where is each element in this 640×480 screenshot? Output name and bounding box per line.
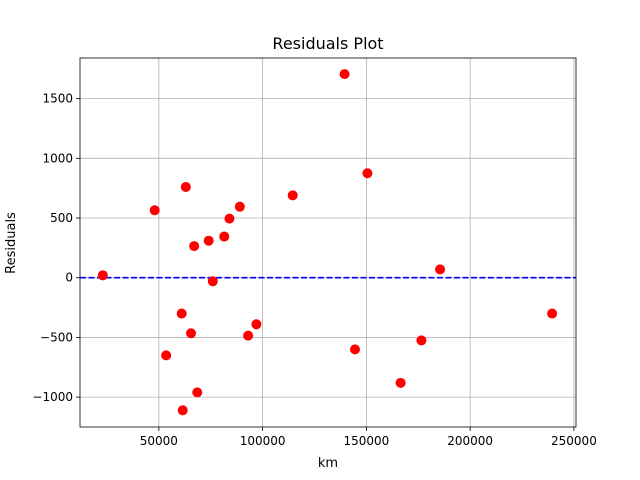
scatter-point [161, 350, 172, 361]
scatter-point [362, 168, 373, 179]
x-tick-label: 150000 [343, 434, 389, 448]
scatter-point [224, 213, 235, 224]
scatter-point [395, 377, 406, 388]
x-tick-label: 250000 [551, 434, 597, 448]
scatter-point [186, 328, 197, 339]
points-layer [97, 69, 558, 416]
scatter-point [547, 308, 558, 319]
y-tick-label: 0 [65, 271, 73, 285]
scatter-point [176, 308, 187, 319]
scatter-point [207, 276, 218, 287]
y-tick-label: 500 [50, 211, 73, 225]
scatter-point [177, 405, 188, 416]
scatter-point [287, 190, 298, 201]
x-axis-ticks: 50000 100000 150000 200000 250000 [140, 427, 597, 448]
scatter-point [243, 330, 254, 341]
scatter-point [349, 344, 360, 355]
x-tick-label: 200000 [447, 434, 493, 448]
plot-frame [79, 57, 577, 428]
x-axis-label: km [318, 456, 338, 471]
x-tick-label: 50000 [140, 434, 178, 448]
scatter-point [180, 181, 191, 192]
grid [80, 58, 576, 427]
scatter-point [251, 319, 262, 330]
y-tick-label: 1000 [42, 151, 73, 165]
chart-title: Residuals Plot [272, 34, 383, 53]
x-tick-label: 100000 [240, 434, 286, 448]
y-tick-label: 1500 [42, 92, 73, 106]
y-tick-label: −500 [40, 330, 73, 344]
scatter-point [219, 231, 230, 242]
y-axis-ticks: −1000 −500 0 500 1000 1500 [32, 92, 80, 404]
scatter-point [192, 387, 203, 398]
scatter-point [435, 264, 446, 275]
y-tick-label: −1000 [32, 390, 73, 404]
y-axis-label: Residuals [4, 212, 19, 274]
scatter-point [203, 235, 214, 246]
scatter-point [149, 205, 160, 216]
scatter-point [234, 201, 245, 212]
scatter-point [97, 270, 108, 281]
scatter-point [339, 69, 350, 80]
scatter-point [189, 241, 200, 252]
scatter-point [416, 335, 427, 346]
